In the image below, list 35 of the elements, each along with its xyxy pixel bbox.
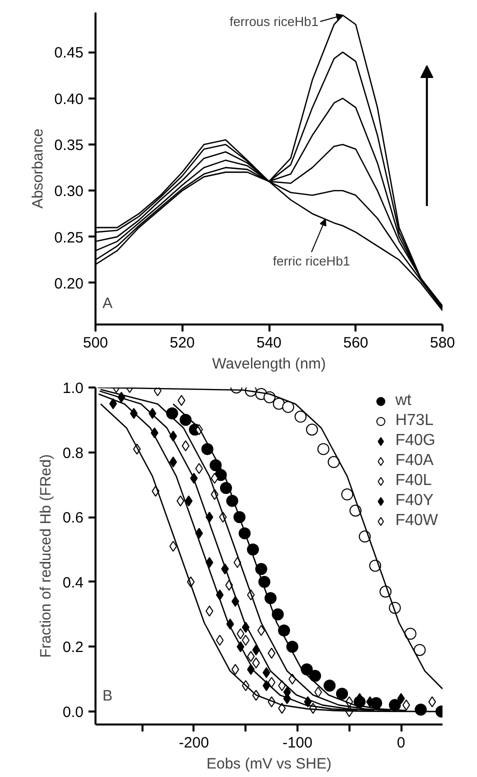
x-tick-label: 580: [430, 334, 456, 352]
legend-label: H73L: [395, 412, 434, 430]
y-tick-label: 0.0: [62, 704, 84, 722]
annotation: A: [102, 295, 112, 312]
x-tick-label: 0: [396, 734, 406, 752]
legend-label: F40A: [395, 452, 434, 470]
y-tick-label: 1.0: [62, 380, 84, 397]
annotation: B: [102, 687, 112, 704]
x-tick-label: 540: [256, 334, 282, 352]
y-tick-label: 0.35: [54, 137, 84, 154]
y-tick-label: 0.8: [62, 444, 84, 462]
y-tick-label: 0.40: [54, 90, 84, 108]
y-tick-label: 0.6: [62, 510, 84, 527]
x-axis-title: Eobs (mV vs SHE): [206, 756, 332, 772]
legend-label: F40L: [395, 472, 432, 490]
x-tick-label: 520: [170, 334, 195, 352]
y-tick-label: 0.4: [62, 574, 84, 592]
y-tick-label: 0.2: [62, 639, 84, 656]
annotation: ferric riceHb1: [272, 254, 350, 269]
x-tick-label: -200: [178, 734, 209, 752]
legend-label: wt: [395, 392, 412, 410]
legend-label: F40W: [395, 512, 438, 530]
x-tick-label: -100: [282, 734, 313, 752]
legend-label: F40Y: [395, 492, 434, 510]
x-axis-title: Wavelength (nm): [212, 356, 326, 372]
legend-label: F40G: [395, 432, 436, 450]
y-tick-label: 0.25: [54, 229, 84, 246]
y-axis-title: Fraction of reduced Hb (FRed): [38, 454, 55, 658]
y-axis-title: Absorbance: [29, 128, 46, 209]
y-tick-label: 0.20: [54, 275, 84, 292]
x-tick-label: 560: [343, 334, 368, 352]
y-tick-label: 0.30: [54, 183, 84, 200]
annotation: ferrous riceHb1: [230, 14, 318, 30]
x-tick-label: 500: [82, 334, 108, 352]
y-tick-label: 0.45: [54, 44, 84, 62]
